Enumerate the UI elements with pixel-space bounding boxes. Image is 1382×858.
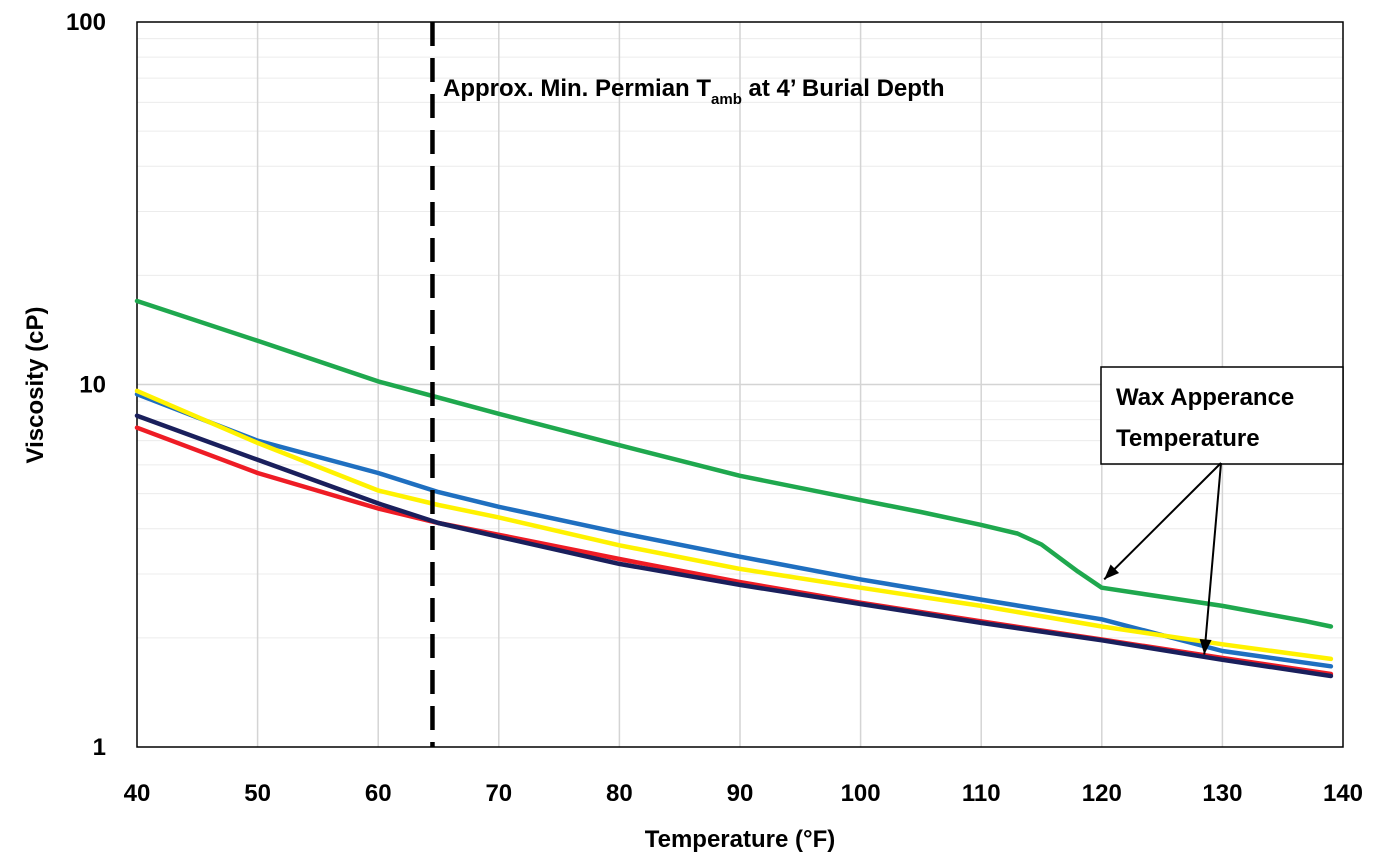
y-tick-label: 100	[66, 9, 106, 36]
wax-appearance-arrows	[1103, 462, 1222, 655]
wax-arrow-line	[1103, 462, 1222, 581]
wax-arrow-head	[1199, 638, 1212, 655]
series-line-3	[134, 388, 1334, 662]
y-axis-ticks: 1 10 100	[66, 9, 106, 761]
wax-appearance-label-line2: Temperature	[1116, 425, 1260, 452]
x-tick-label: 100	[841, 780, 881, 807]
x-axis-title: Temperature (°F)	[645, 826, 836, 853]
x-tick-label: 120	[1082, 780, 1122, 807]
x-tick-label: 80	[606, 780, 633, 807]
x-tick-label: 130	[1202, 780, 1242, 807]
y-axis-title: Viscosity (cP)	[22, 307, 49, 464]
x-tick-label: 70	[485, 780, 512, 807]
y-tick-label: 1	[93, 734, 106, 761]
data-series	[134, 298, 1334, 679]
wax-arrow-line	[1203, 462, 1222, 655]
wax-appearance-label-line1: Wax Apperance	[1116, 384, 1294, 411]
ambient-temperature-label: Approx. Min. Permian Tamb at 4’ Burial D…	[443, 75, 945, 108]
x-axis-ticks: 40 50 60 70 80 90 100 110 120 130 140	[124, 780, 1363, 807]
series-line-2	[134, 391, 1334, 669]
x-tick-label: 110	[962, 780, 1001, 807]
x-tick-label: 90	[727, 780, 754, 807]
x-tick-label: 40	[124, 780, 151, 807]
wax-arrow-head	[1104, 564, 1120, 580]
y-tick-label: 10	[79, 372, 106, 399]
x-tick-label: 140	[1323, 780, 1363, 807]
wax-appearance-box	[1100, 366, 1344, 465]
series-line-1	[134, 298, 1334, 629]
series-line-5	[134, 413, 1334, 679]
x-tick-label: 60	[365, 780, 392, 807]
x-tick-label: 50	[244, 780, 271, 807]
